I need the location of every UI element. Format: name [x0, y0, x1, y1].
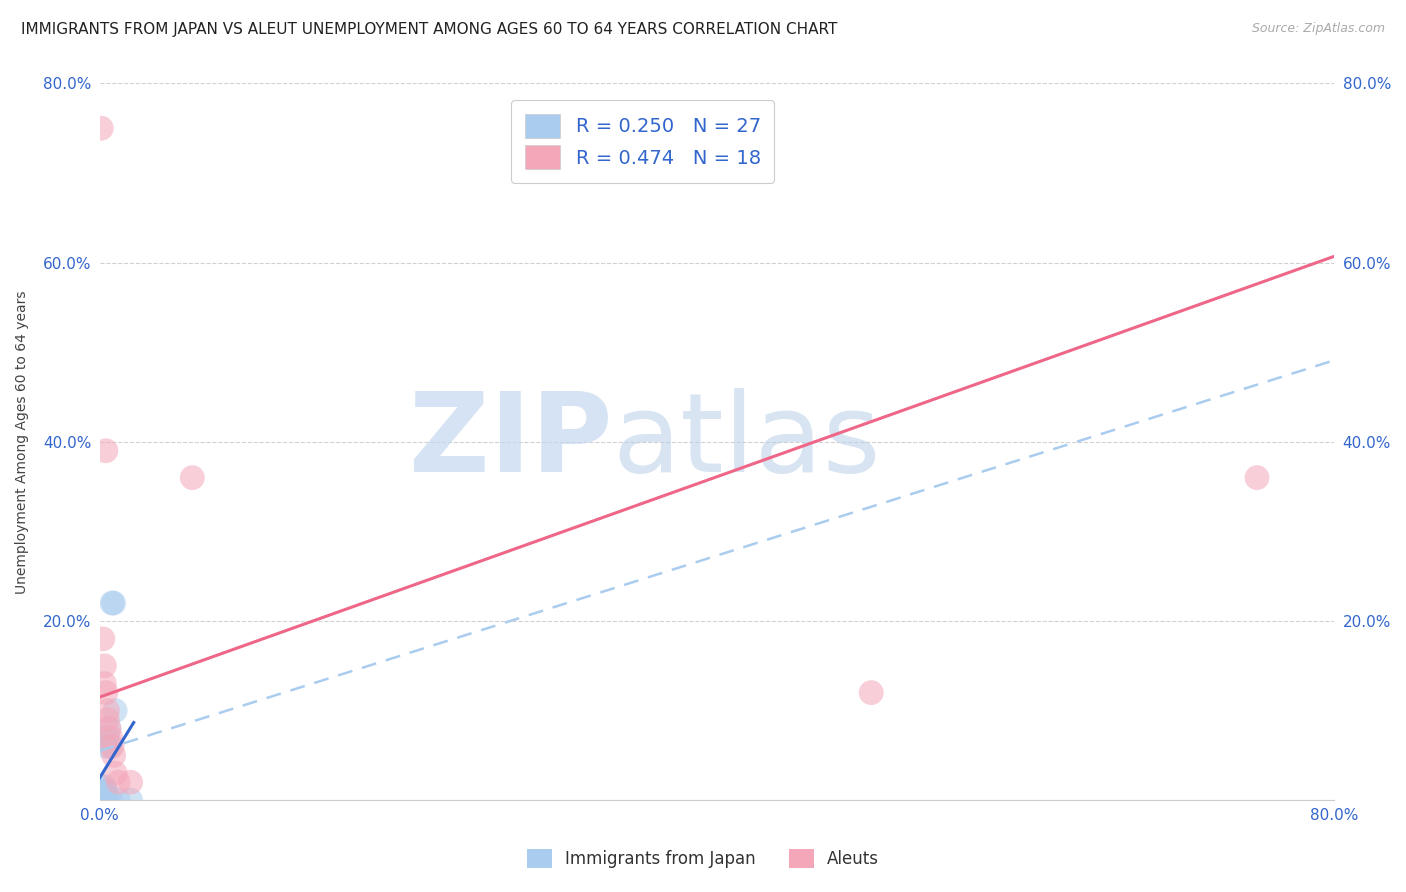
Point [96, 713, 118, 727]
Point [94, 784, 117, 798]
Point [94, 443, 117, 458]
Point [94, 686, 117, 700]
Point [90, 784, 112, 798]
Point [93, 658, 115, 673]
Text: ZIP: ZIP [409, 388, 612, 495]
Point [101, 739, 124, 754]
Text: atlas: atlas [612, 388, 880, 495]
Point [103, 596, 125, 610]
Point [100, 793, 122, 807]
Point [90, 793, 112, 807]
Point [94, 739, 117, 754]
Point [100, 739, 122, 754]
Point [91, 632, 114, 646]
Point [104, 704, 127, 718]
Point [93, 676, 115, 690]
Point [1246, 470, 1268, 484]
Y-axis label: Unemployment Among Ages 60 to 64 years: Unemployment Among Ages 60 to 64 years [15, 290, 30, 593]
Legend: Immigrants from Japan, Aleuts: Immigrants from Japan, Aleuts [520, 843, 886, 875]
Point [181, 470, 204, 484]
Point [103, 748, 125, 763]
Point [107, 793, 129, 807]
Text: IMMIGRANTS FROM JAPAN VS ALEUT UNEMPLOYMENT AMONG AGES 60 TO 64 YEARS CORRELATIO: IMMIGRANTS FROM JAPAN VS ALEUT UNEMPLOYM… [21, 22, 838, 37]
Point [93, 784, 115, 798]
Text: Source: ZipAtlas.com: Source: ZipAtlas.com [1251, 22, 1385, 36]
Point [120, 793, 142, 807]
Legend: R = 0.250   N = 27, R = 0.474   N = 18: R = 0.250 N = 27, R = 0.474 N = 18 [512, 100, 775, 183]
Point [98, 722, 121, 736]
Point [104, 766, 127, 780]
Point [89, 793, 111, 807]
Point [89, 793, 111, 807]
Point [107, 775, 129, 789]
Point [100, 731, 122, 745]
Point [91, 789, 114, 803]
Point [93, 793, 115, 807]
Point [98, 722, 121, 736]
Point [96, 793, 118, 807]
Point [96, 704, 118, 718]
Point [90, 793, 112, 807]
Point [120, 775, 142, 789]
Point [90, 121, 112, 136]
Point [91, 784, 114, 798]
Point [93, 789, 115, 803]
Point [101, 596, 124, 610]
Point [93, 780, 115, 794]
Point [91, 793, 114, 807]
Point [96, 731, 118, 745]
Point [90, 789, 112, 803]
Point [91, 780, 114, 794]
Point [860, 686, 883, 700]
Point [94, 793, 117, 807]
